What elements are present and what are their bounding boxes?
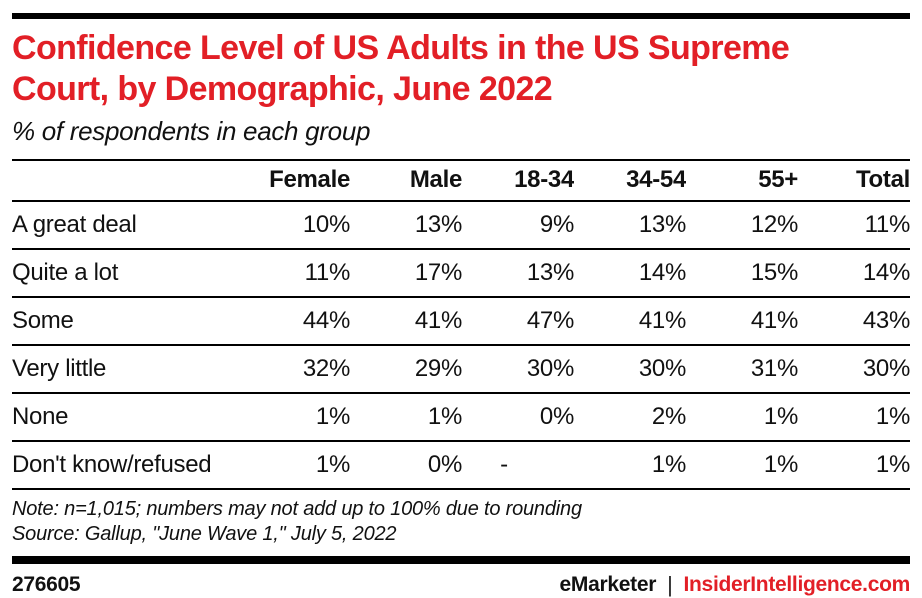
column-header: 55+ <box>686 158 798 201</box>
table-row: A great deal 10% 13% 9% 13% 12% 11% <box>12 199 910 249</box>
table-row: Very little 32% 29% 30% 30% 31% 30% <box>12 343 910 393</box>
cell-value: 1% <box>238 391 350 441</box>
table-row: Some 44% 41% 47% 41% 41% 43% <box>12 295 910 345</box>
cell-value: 0% <box>462 391 574 441</box>
cell-value: 0% <box>350 439 462 490</box>
table-body: A great deal 10% 13% 9% 13% 12% 11% Quite a lot… <box>12 199 910 490</box>
footer: 276605 eMarketer | InsiderIntelligence.c… <box>12 572 910 598</box>
table-header-row: Female Male 18-34 34-54 55+ Total <box>12 158 910 201</box>
table-row: Quite a lot 11% 17% 13% 14% 15% 14% <box>12 247 910 297</box>
chart-subtitle: % of respondents in each group <box>12 115 371 146</box>
cell-value: 31% <box>686 343 798 393</box>
cell-value: 14% <box>574 247 686 297</box>
table-row: None 1% 1% 0% 2% 1% 1% <box>12 391 910 441</box>
cell-value: 13% <box>574 199 686 249</box>
source-line: Source: Gallup, "June Wave 1," July 5, 2… <box>12 523 397 546</box>
cell-value: 30% <box>574 343 686 393</box>
brand-insiderintelligence-link[interactable]: InsiderIntelligence.com <box>683 572 911 596</box>
cell-value: 30% <box>462 343 574 393</box>
cell-value: 47% <box>462 295 574 345</box>
cell-value: 1% <box>686 391 798 441</box>
brand-divider: | <box>667 571 673 597</box>
cell-value: 44% <box>238 295 350 345</box>
cell-value: 1% <box>350 391 462 441</box>
cell-value: 17% <box>350 247 462 297</box>
row-label: None <box>12 391 238 441</box>
column-header: Total <box>798 158 910 201</box>
notes-block: Note: n=1,015; numbers may not add up to… <box>12 497 910 548</box>
cell-value: 1% <box>574 439 686 490</box>
row-label: Very little <box>12 343 238 393</box>
column-header: 18-34 <box>462 158 574 201</box>
column-header: 34-54 <box>574 158 686 201</box>
chart-title: Confidence Level of US Adults in the US … <box>12 29 790 108</box>
row-label: Quite a lot <box>12 247 238 297</box>
data-table: Female Male 18-34 34-54 55+ Total A great dea… <box>12 158 910 490</box>
cell-value: 14% <box>798 247 910 297</box>
cell-value: 1% <box>686 439 798 490</box>
cell-value: 1% <box>238 439 350 490</box>
column-header: Female <box>238 158 350 201</box>
top-rule-bar <box>12 13 910 19</box>
row-label: A great deal <box>12 199 238 249</box>
cell-value: 11% <box>798 199 910 249</box>
column-header-empty <box>12 158 238 201</box>
row-label: Don't know/refused <box>12 439 238 490</box>
note-line: Note: n=1,015; numbers may not add up to… <box>12 497 582 520</box>
cell-value: 9% <box>462 199 574 249</box>
cell-value: 13% <box>462 247 574 297</box>
cell-value: 2% <box>574 391 686 441</box>
cell-value: 12% <box>686 199 798 249</box>
cell-value: 15% <box>686 247 798 297</box>
cell-value: 1% <box>798 391 910 441</box>
cell-value: 41% <box>574 295 686 345</box>
table-row: Don't know/refused 1% 0% -1% 1% 1% <box>12 439 910 490</box>
cell-value: 13% <box>350 199 462 249</box>
cell-value: 32% <box>238 343 350 393</box>
cell-value: 30% <box>798 343 910 393</box>
row-label: Some <box>12 295 238 345</box>
cell-value: 11% <box>238 247 350 297</box>
cell-value: 41% <box>686 295 798 345</box>
chart-page: Confidence Level of US Adults in the US … <box>0 13 922 598</box>
cell-value: 29% <box>350 343 462 393</box>
brand-emarketer: eMarketer <box>559 572 657 596</box>
cell-value: 41% <box>350 295 462 345</box>
chart-id: 276605 <box>12 572 81 596</box>
brand-block: eMarketer | InsiderIntelligence.com <box>559 571 911 598</box>
bottom-rule-bar <box>12 555 910 564</box>
cell-value: 10% <box>238 199 350 249</box>
cell-value: - <box>462 439 574 490</box>
cell-value: 43% <box>798 295 910 345</box>
column-header: Male <box>350 158 462 201</box>
cell-value: 1% <box>798 439 910 490</box>
